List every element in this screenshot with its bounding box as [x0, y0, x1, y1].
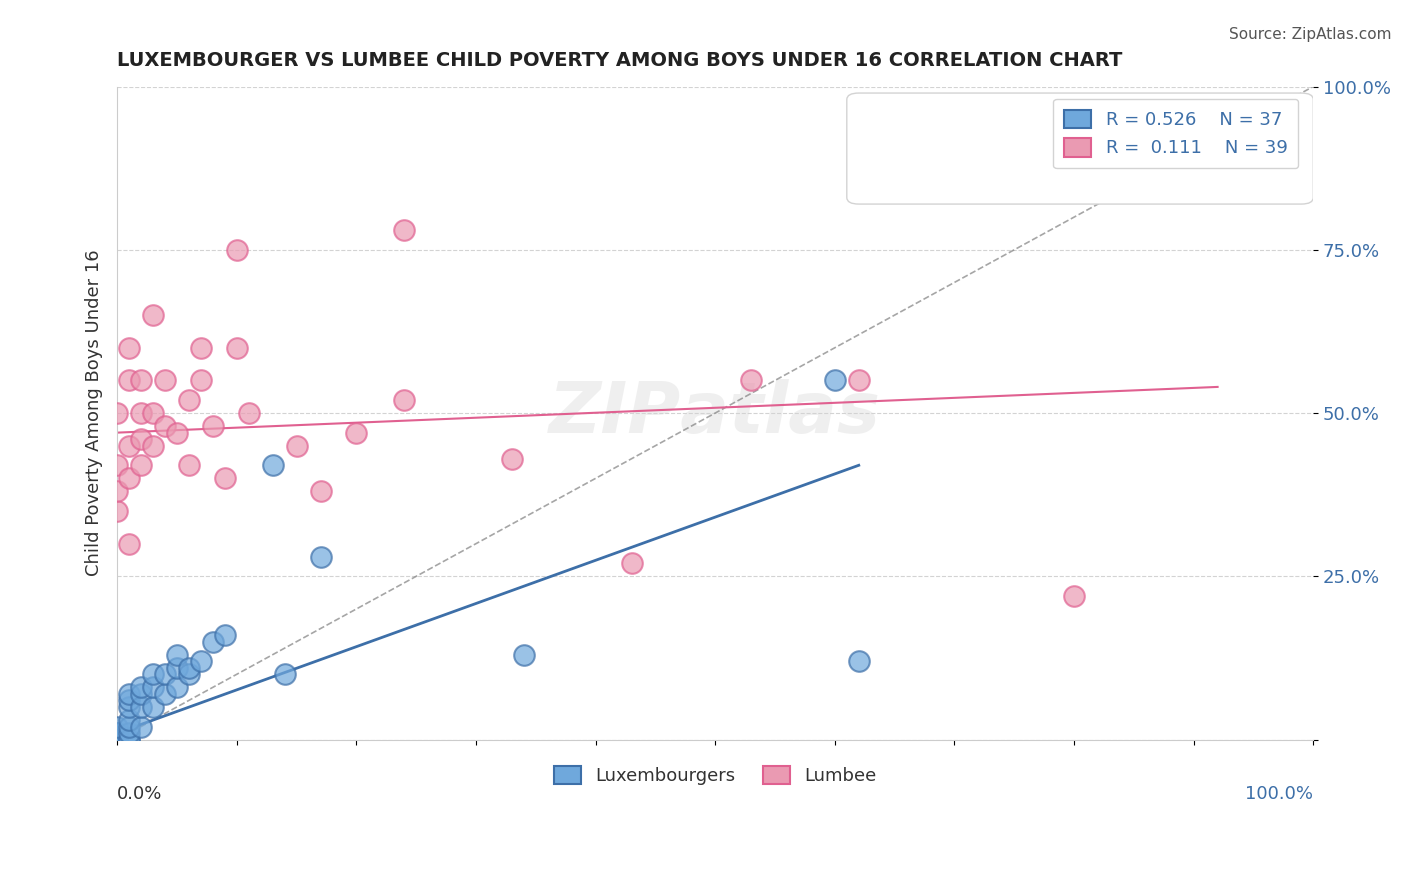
Point	[309, 484, 332, 499]
Point	[118, 471, 141, 485]
Text: LUXEMBOURGER VS LUMBEE CHILD POVERTY AMONG BOYS UNDER 16 CORRELATION CHART: LUXEMBOURGER VS LUMBEE CHILD POVERTY AMO…	[117, 51, 1122, 70]
Point	[166, 681, 188, 695]
Point	[214, 471, 236, 485]
Point	[118, 693, 141, 707]
Point	[118, 687, 141, 701]
Point	[142, 406, 165, 420]
Point	[214, 628, 236, 642]
Point	[118, 719, 141, 733]
Point	[177, 667, 200, 681]
FancyBboxPatch shape	[846, 93, 1313, 204]
Point	[105, 719, 128, 733]
Point	[118, 726, 141, 740]
Point	[105, 732, 128, 747]
Point	[142, 308, 165, 322]
Point	[177, 392, 200, 407]
Point	[166, 648, 188, 662]
Point	[118, 536, 141, 550]
Point	[129, 699, 152, 714]
Point	[394, 392, 416, 407]
Point	[153, 687, 176, 701]
Point	[118, 341, 141, 355]
Text: 0.0%: 0.0%	[117, 785, 163, 804]
Point	[118, 732, 141, 747]
Point	[118, 732, 141, 747]
Point	[501, 451, 523, 466]
Point	[285, 439, 308, 453]
Point	[153, 373, 176, 387]
Point	[190, 654, 212, 668]
Legend: Luxembourgers, Lumbee: Luxembourgers, Lumbee	[543, 755, 887, 796]
Point	[105, 504, 128, 518]
Point	[620, 556, 643, 570]
Point	[190, 373, 212, 387]
Point	[118, 713, 141, 727]
Point	[848, 373, 870, 387]
Point	[1063, 589, 1085, 603]
Text: Source: ZipAtlas.com: Source: ZipAtlas.com	[1229, 27, 1392, 42]
Point	[848, 654, 870, 668]
Point	[129, 406, 152, 420]
Point	[344, 425, 367, 440]
Point	[153, 419, 176, 434]
Point	[142, 667, 165, 681]
Point	[129, 681, 152, 695]
Point	[513, 648, 536, 662]
Point	[129, 719, 152, 733]
Point	[1206, 112, 1229, 127]
Point	[225, 341, 247, 355]
Point	[177, 458, 200, 473]
Text: 100.0%: 100.0%	[1246, 785, 1313, 804]
Point	[177, 661, 200, 675]
Point	[166, 661, 188, 675]
Text: ZIP​atlas: ZIP​atlas	[550, 378, 882, 448]
Point	[129, 687, 152, 701]
Point	[105, 484, 128, 499]
Point	[273, 667, 295, 681]
Point	[105, 732, 128, 747]
Point	[142, 681, 165, 695]
Point	[824, 373, 846, 387]
Point	[201, 419, 224, 434]
Point	[394, 223, 416, 237]
Point	[190, 341, 212, 355]
Point	[225, 243, 247, 257]
Point	[201, 634, 224, 648]
Point	[105, 458, 128, 473]
Point	[118, 439, 141, 453]
Point	[129, 432, 152, 446]
Point	[166, 425, 188, 440]
Point	[142, 699, 165, 714]
Point	[105, 406, 128, 420]
Point	[142, 439, 165, 453]
Point	[105, 726, 128, 740]
Point	[740, 373, 762, 387]
Point	[309, 549, 332, 564]
Point	[238, 406, 260, 420]
Point	[129, 373, 152, 387]
Point	[118, 373, 141, 387]
Y-axis label: Child Poverty Among Boys Under 16: Child Poverty Among Boys Under 16	[86, 250, 103, 576]
Point	[129, 458, 152, 473]
Point	[105, 726, 128, 740]
Point	[105, 732, 128, 747]
Point	[153, 667, 176, 681]
Point	[118, 699, 141, 714]
Point	[262, 458, 284, 473]
